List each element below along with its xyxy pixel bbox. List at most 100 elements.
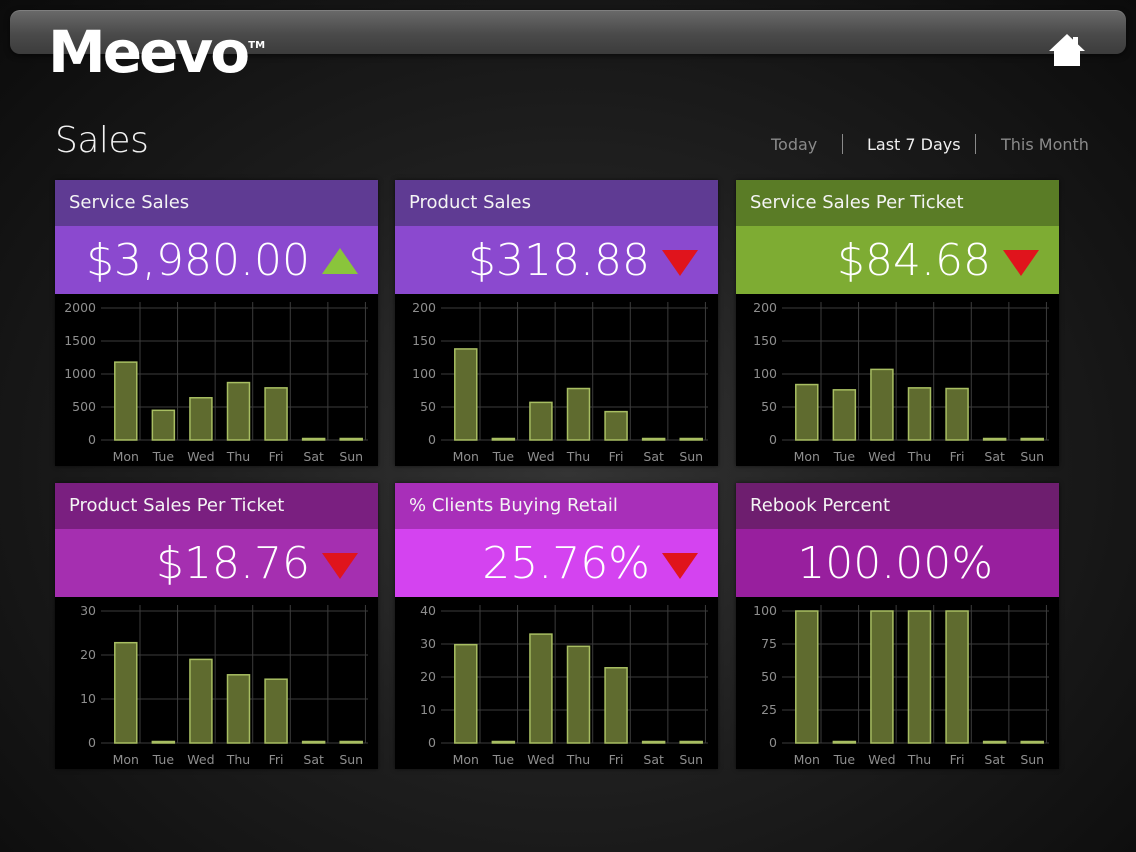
bar-tue[interactable]	[832, 740, 857, 744]
bar-fri[interactable]	[604, 410, 628, 441]
bar-tue[interactable]	[151, 740, 176, 744]
metric-card[interactable]: Product Sales $318.88 0 50 100 150 200 Mon Tue We…	[395, 180, 718, 466]
y-tick-label: 0	[428, 432, 436, 447]
y-tick-label: 0	[88, 735, 96, 750]
y-tick-label: 30	[80, 603, 96, 618]
bar-wed[interactable]	[870, 368, 894, 441]
bar-sat[interactable]	[982, 740, 1007, 744]
metric-card[interactable]: Service Sales $3,980.00 0 500 1000 1500 2000 Mo…	[55, 180, 378, 466]
bar-tue[interactable]	[832, 389, 857, 441]
y-tick-label: 50	[761, 669, 777, 684]
bar-thu[interactable]	[907, 387, 932, 441]
y-tick-label: 1000	[64, 366, 96, 381]
card-value-panel: 25.76%	[395, 529, 718, 597]
bar-sun[interactable]	[679, 437, 703, 441]
x-tick-label: Mon	[453, 449, 479, 464]
bar-fri[interactable]	[264, 678, 288, 744]
bar-wed[interactable]	[189, 658, 213, 744]
bar-mon[interactable]	[114, 361, 138, 441]
bar-thu[interactable]	[226, 381, 251, 441]
y-tick-label: 200	[412, 300, 436, 315]
bar-sat[interactable]	[982, 437, 1007, 441]
home-icon	[1049, 34, 1085, 66]
y-tick-label: 150	[412, 333, 436, 348]
x-tick-label: Thu	[907, 449, 931, 464]
card-value-panel: $318.88	[395, 226, 718, 294]
x-tick-label: Fri	[609, 449, 624, 464]
card-value: $3,980.00	[86, 235, 310, 286]
x-tick-label: Sun	[679, 752, 703, 767]
bar-mon[interactable]	[454, 643, 478, 744]
bar-mon[interactable]	[454, 348, 478, 441]
bar-thu[interactable]	[566, 645, 591, 744]
y-tick-label: 30	[420, 636, 436, 651]
bar-sun[interactable]	[339, 437, 363, 441]
card-title: Service Sales	[55, 180, 378, 226]
metric-card[interactable]: Service Sales Per Ticket $84.68 0 50 100 150 2…	[736, 180, 1059, 466]
card-title: Rebook Percent	[736, 483, 1059, 529]
y-tick-label: 100	[412, 366, 436, 381]
bar-wed[interactable]	[189, 397, 213, 441]
bar-thu[interactable]	[566, 387, 591, 441]
x-tick-label: Mon	[794, 449, 820, 464]
metric-card[interactable]: % Clients Buying Retail 25.76% 0 10 20 30 40 Mo…	[395, 483, 718, 769]
card-value: 100.00%	[797, 538, 993, 589]
bar-sat[interactable]	[301, 740, 326, 744]
x-tick-label: Sun	[339, 449, 363, 464]
y-tick-label: 200	[753, 300, 777, 315]
card-title: Product Sales Per Ticket	[55, 483, 378, 529]
bar-sat[interactable]	[641, 740, 666, 744]
trend-down-icon	[1003, 250, 1039, 276]
x-tick-label: Thu	[907, 752, 931, 767]
x-tick-label: Tue	[152, 752, 175, 767]
bar-fri[interactable]	[945, 610, 969, 744]
x-tick-label: Tue	[833, 752, 856, 767]
bar-chart: 0 50 100 150 200 Mon Tue Wed Thu Fri Sat Sun	[753, 300, 1049, 464]
bar-sat[interactable]	[301, 437, 326, 441]
bar-wed[interactable]	[529, 401, 553, 441]
bar-sun[interactable]	[1020, 740, 1044, 744]
range-tab-last-7-days[interactable]: Last 7 Days	[867, 135, 961, 154]
x-tick-label: Thu	[226, 752, 250, 767]
bar-sat[interactable]	[641, 437, 666, 441]
bar-sun[interactable]	[339, 740, 363, 744]
bar-sun[interactable]	[679, 740, 703, 744]
y-tick-label: 0	[428, 735, 436, 750]
bar-chart: 0 500 1000 1500 2000 Mon Tue Wed Thu Fri Sat Sun	[64, 300, 368, 464]
x-tick-label: Mon	[113, 752, 139, 767]
metric-card[interactable]: Product Sales Per Ticket $18.76 0 10 20 30 Mon…	[55, 483, 378, 769]
range-tab-this-month[interactable]: This Month	[1001, 135, 1089, 154]
bar-chart: 0 10 20 30 Mon Tue Wed Thu Fri Sat Sun	[80, 603, 368, 767]
home-button[interactable]	[1048, 32, 1086, 68]
bar-wed[interactable]	[870, 610, 894, 744]
bar-mon[interactable]	[795, 383, 819, 441]
x-tick-label: Wed	[187, 449, 214, 464]
bar-sun[interactable]	[1020, 437, 1044, 441]
x-tick-label: Thu	[566, 449, 590, 464]
bar-fri[interactable]	[945, 387, 969, 441]
bar-tue[interactable]	[491, 437, 516, 441]
bar-mon[interactable]	[114, 641, 138, 744]
y-tick-label: 20	[420, 669, 436, 684]
bar-thu[interactable]	[907, 610, 932, 744]
bar-thu[interactable]	[226, 674, 251, 744]
bar-tue[interactable]	[491, 740, 516, 744]
x-tick-label: Sat	[984, 449, 1005, 464]
bar-mon[interactable]	[795, 610, 819, 744]
x-tick-label: Fri	[950, 449, 965, 464]
x-tick-label: Wed	[527, 449, 554, 464]
metric-card[interactable]: Rebook Percent 100.00% 0 25 50 75 100 Mon Tue Wed…	[736, 483, 1059, 769]
x-tick-label: Mon	[113, 449, 139, 464]
range-separator	[975, 134, 976, 154]
bar-tue[interactable]	[151, 409, 176, 441]
y-tick-label: 50	[420, 399, 436, 414]
y-tick-label: 20	[80, 647, 96, 662]
range-tab-today[interactable]: Today	[771, 135, 818, 154]
x-tick-label: Thu	[566, 752, 590, 767]
x-tick-label: Fri	[269, 449, 284, 464]
bar-fri[interactable]	[604, 667, 628, 744]
y-tick-label: 0	[88, 432, 96, 447]
bar-fri[interactable]	[264, 387, 288, 441]
x-tick-label: Wed	[187, 752, 214, 767]
bar-wed[interactable]	[529, 633, 553, 744]
